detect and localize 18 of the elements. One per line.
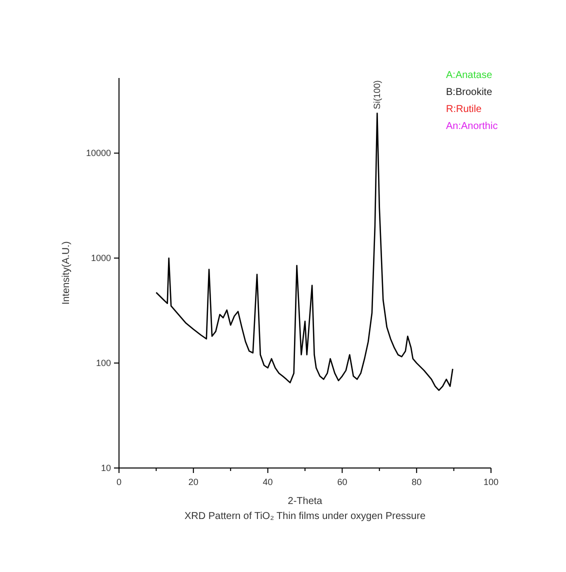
x-tick-label: 40 [262, 477, 273, 487]
annotation: Si(100) [372, 80, 382, 110]
x-tick-label: 100 [483, 477, 499, 487]
x-axis-title: 2-Theta [288, 496, 323, 507]
y-tick-label: 10000 [86, 148, 111, 158]
y-tick-label: 100 [96, 358, 111, 368]
annotation: A:Anatase [446, 70, 493, 81]
y-axis-title: Intensity(A.U.) [61, 241, 72, 305]
x-tick-label: 80 [412, 477, 422, 487]
annotation: B:Brookite [446, 87, 493, 98]
text: XRD Pattern of TiO₂ Thin films under oxygen Pressure [184, 511, 426, 522]
annotation: An:Anorthic [446, 121, 498, 132]
x-tick-label: 20 [188, 477, 198, 487]
annotation: R:Rutile [446, 104, 482, 115]
x-tick-label: 60 [337, 477, 348, 487]
x-tick-label: 0 [116, 477, 122, 487]
y-tick-label: 1000 [90, 253, 111, 264]
y-tick-label: 10 [100, 463, 111, 473]
